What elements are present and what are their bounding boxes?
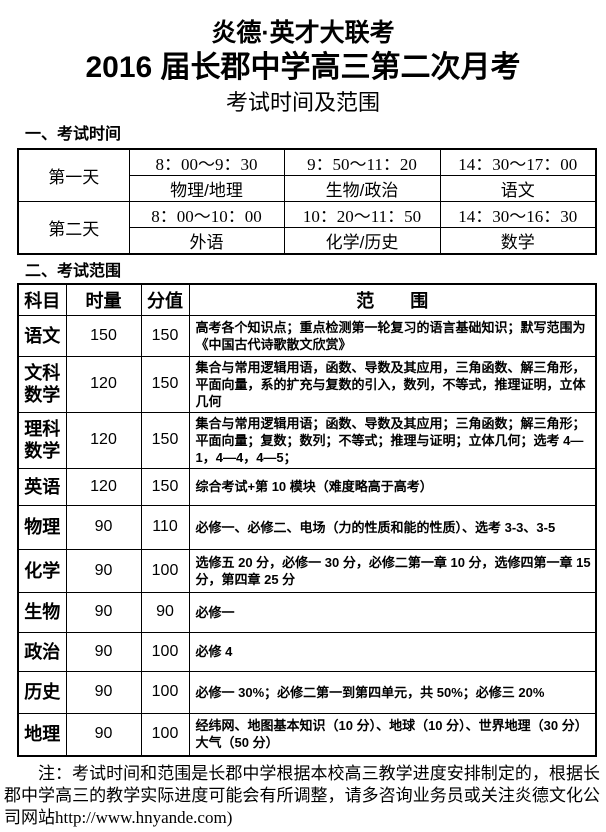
duration-cell: 120 (65, 411, 142, 469)
duration-cell: 90 (65, 631, 142, 672)
scope-cell: 必修一 30%；必修二第一到第四单元，共 50%；必修三 20% (188, 670, 597, 714)
subject-cell: 化学 (17, 548, 67, 593)
day2-cell: 第二天 (17, 201, 130, 255)
time-cell: 8：00～9：30 (128, 148, 285, 176)
duration-cell: 90 (65, 712, 142, 757)
subject-cell: 地理 (17, 712, 67, 757)
duration-cell: 120 (65, 467, 142, 506)
table-row: 历史 90 100 必修一 30%；必修二第一到第四单元，共 50%；必修三 2… (17, 670, 597, 714)
score-cell: 100 (140, 548, 190, 593)
scope-cell: 经纬网、地图基本知识（10 分）、地球（10 分）、世界地理（30 分）大气（5… (188, 712, 597, 757)
day2-subject-row: 外语 化学/历史 数学 (18, 227, 597, 255)
exam-time-table: 第一天 8：00～9：30 9：50～11：20 14：30～17：00 物理/… (17, 148, 597, 255)
table-row: 语文 150 150 高考各个知识点；重点检测第一轮复习的语言基础知识；默写范围… (17, 314, 597, 357)
duration-cell: 90 (65, 670, 142, 714)
subject-cell: 政治 (17, 631, 67, 672)
session-subject-cell: 语文 (439, 175, 597, 202)
duration-cell: 90 (65, 504, 142, 550)
time-cell: 10：20～11：50 (283, 201, 441, 228)
table-row: 政治 90 100 必修 4 (17, 631, 597, 672)
table-row: 文科数学 120 150 集合与常用逻辑用语，函数、导数及其应用，三角函数、解三… (17, 355, 597, 413)
subject-cell: 英语 (17, 467, 67, 506)
column-header-duration: 时量 (65, 283, 142, 316)
scope-cell: 必修一、必修二、电场（力的性质和能的性质）、选考 3-3、3-5 (188, 504, 597, 550)
day1-cell: 第一天 (17, 148, 130, 202)
scope-cell: 集合与常用逻辑用语，函数、导数及其应用，三角函数、解三角形，平面向量，系的扩充与… (188, 355, 597, 413)
table-row: 生物 90 90 必修一 (17, 591, 597, 633)
column-header-subject: 科目 (17, 283, 67, 316)
day1-subject-row: 物理/地理 生物/政治 语文 (18, 175, 597, 202)
subject-cell: 文科数学 (17, 355, 67, 413)
subject-cell: 物理 (17, 504, 67, 550)
document-page: 炎德·英才大联考 2016 届长郡中学高三第二次月考 考试时间及范围 一、考试时… (0, 18, 606, 832)
score-cell: 110 (140, 504, 190, 550)
table-row: 物理 90 110 必修一、必修二、电场（力的性质和能的性质）、选考 3-3、3… (17, 504, 597, 550)
section-exam-time-label: 一、考试时间 (25, 126, 122, 143)
duration-cell: 90 (65, 591, 142, 633)
exam-subtitle: 考试时间及范围 (225, 90, 380, 115)
session-subject-cell: 生物/政治 (283, 175, 441, 202)
day2-time-row: 第二天 8：00～10：00 10：20～11：50 14：30～16：30 (17, 201, 597, 255)
time-cell: 14：30～17：00 (439, 148, 597, 176)
subject-cell: 历史 (17, 670, 67, 714)
scope-cell: 综合考试+第 10 模块（难度略高于高考） (188, 467, 597, 506)
score-cell: 100 (140, 670, 190, 714)
score-cell: 150 (140, 467, 190, 506)
subject-cell: 理科数学 (17, 411, 67, 469)
time-cell: 14：30～16：30 (439, 201, 597, 228)
section-exam-scope-label: 二、考试范围 (25, 263, 122, 280)
subject-cell: 生物 (17, 591, 67, 633)
brand-title: 炎德·英才大联考 (211, 19, 395, 47)
day1-time-row: 第一天 8：00～9：30 9：50～11：20 14：30～17：00 (17, 148, 597, 202)
exam-scope-table: 科目 时量 分值 范 围 语文 150 150 高考各个知识点；重点检测第一轮复… (17, 283, 597, 757)
subject-cell: 语文 (17, 314, 67, 357)
score-cell: 150 (140, 314, 190, 357)
time-cell: 8：00～10：00 (128, 201, 285, 228)
score-cell: 150 (140, 411, 190, 469)
session-subject-cell: 化学/历史 (283, 227, 441, 255)
session-subject-cell: 数学 (439, 227, 597, 255)
footnote: 注：考试时间和范围是长郡中学根据本校高三教学进度安排制定的，根据长郡中学高三的教… (4, 764, 600, 827)
scope-header-row: 科目 时量 分值 范 围 (17, 283, 597, 316)
table-row: 英语 120 150 综合考试+第 10 模块（难度略高于高考） (17, 467, 597, 506)
duration-cell: 120 (65, 355, 142, 413)
table-row: 理科数学 120 150 集合与常用逻辑用语；函数、导数及其应用；三角函数；解三… (17, 411, 597, 469)
score-cell: 90 (140, 591, 190, 633)
column-header-score: 分值 (140, 283, 190, 316)
table-row: 地理 90 100 经纬网、地图基本知识（10 分）、地球（10 分）、世界地理… (17, 712, 597, 757)
table-row: 化学 90 100 选修五 20 分，必修一 30 分，必修二第一章 10 分，… (17, 548, 597, 593)
scope-cell: 高考各个知识点；重点检测第一轮复习的语言基础知识；默写范围为《中国古代诗歌散文欣… (188, 314, 597, 357)
exam-title: 2016 届长郡中学高三第二次月考 (85, 51, 521, 84)
session-subject-cell: 外语 (128, 227, 285, 255)
scope-cell: 集合与常用逻辑用语；函数、导数及其应用；三角函数；解三角形；平面向量；复数；数列… (188, 411, 597, 469)
time-cell: 9：50～11：20 (283, 148, 441, 176)
duration-cell: 150 (65, 314, 142, 357)
duration-cell: 90 (65, 548, 142, 593)
scope-cell: 必修一 (188, 591, 597, 633)
score-cell: 150 (140, 355, 190, 413)
score-cell: 100 (140, 712, 190, 757)
scope-cell: 选修五 20 分，必修一 30 分，必修二第一章 10 分，选修四第一章 15 … (188, 548, 597, 593)
column-header-scope: 范 围 (188, 283, 597, 316)
session-subject-cell: 物理/地理 (128, 175, 285, 202)
scope-cell: 必修 4 (188, 631, 597, 672)
score-cell: 100 (140, 631, 190, 672)
